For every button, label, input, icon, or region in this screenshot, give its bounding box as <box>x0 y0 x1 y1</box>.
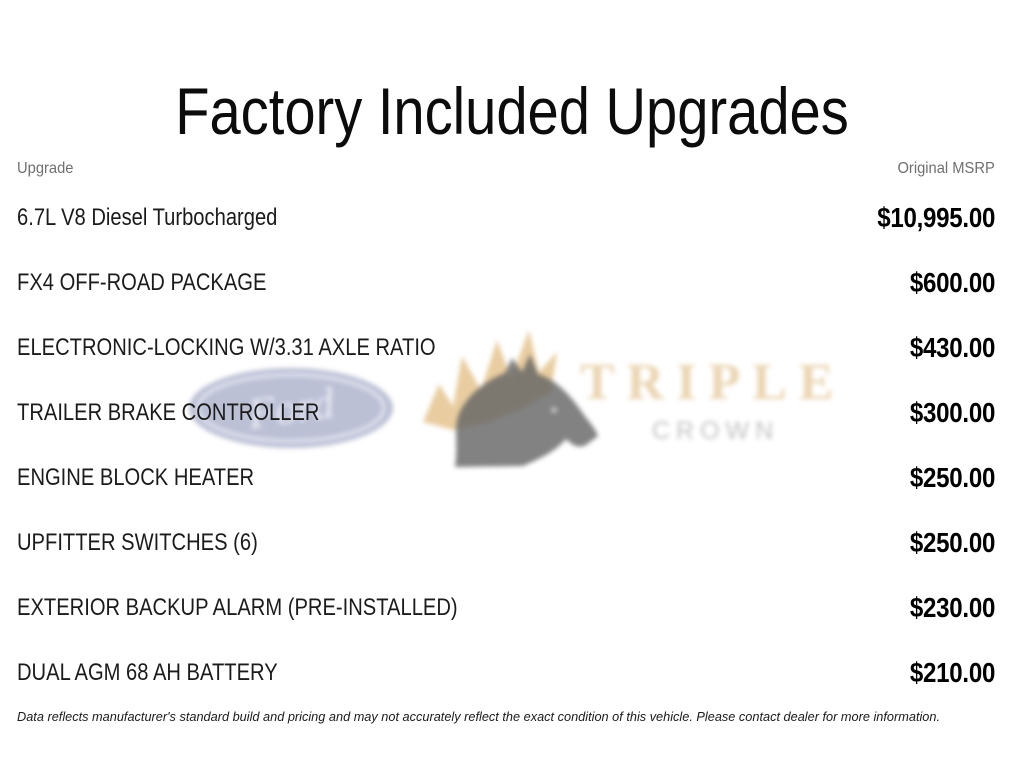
upgrade-row: TRAILER BRAKE CONTROLLER $300.00 <box>17 380 995 445</box>
upgrade-row: ELECTRONIC-LOCKING W/3.31 AXLE RATIO $43… <box>17 315 995 380</box>
upgrade-row: 6.7L V8 Diesel Turbocharged $10,995.00 <box>17 185 995 250</box>
upgrade-price: $250.00 <box>909 461 996 493</box>
upgrade-label: ELECTRONIC-LOCKING W/3.31 AXLE RATIO <box>17 333 436 361</box>
upgrade-label: ENGINE BLOCK HEATER <box>17 463 255 491</box>
upgrade-price: $230.00 <box>909 591 996 623</box>
page-title: Factory Included Upgrades <box>175 74 849 149</box>
upgrade-rows: 6.7L V8 Diesel Turbocharged $10,995.00 F… <box>17 185 995 705</box>
upgrade-row: FX4 OFF-ROAD PACKAGE $600.00 <box>17 250 995 315</box>
upgrade-price: $250.00 <box>909 526 996 558</box>
upgrade-label: FX4 OFF-ROAD PACKAGE <box>17 268 267 296</box>
column-header-row: Upgrade Original MSRP <box>17 160 995 178</box>
upgrade-row: EXTERIOR BACKUP ALARM (PRE-INSTALLED) $2… <box>17 575 995 640</box>
upgrade-label: 6.7L V8 Diesel Turbocharged <box>17 203 278 231</box>
upgrade-row: ENGINE BLOCK HEATER $250.00 <box>17 445 995 510</box>
upgrade-row: DUAL AGM 68 AH BATTERY $210.00 <box>17 640 995 705</box>
upgrade-label: DUAL AGM 68 AH BATTERY <box>17 658 278 686</box>
upgrade-price: $10,995.00 <box>877 201 995 233</box>
upgrade-label: EXTERIOR BACKUP ALARM (PRE-INSTALLED) <box>17 593 458 621</box>
column-header-msrp: Original MSRP <box>897 160 995 177</box>
upgrade-price: $300.00 <box>909 396 996 428</box>
upgrade-label: UPFITTER SWITCHES (6) <box>17 528 258 556</box>
upgrade-label: TRAILER BRAKE CONTROLLER <box>17 398 320 426</box>
disclaimer-text: Data reflects manufacturer's standard bu… <box>17 709 941 724</box>
column-header-upgrade: Upgrade <box>17 160 74 177</box>
upgrade-price: $430.00 <box>909 331 996 363</box>
upgrade-price: $210.00 <box>909 656 996 688</box>
upgrade-price: $600.00 <box>909 266 996 298</box>
upgrade-row: UPFITTER SWITCHES (6) $250.00 <box>17 510 995 575</box>
